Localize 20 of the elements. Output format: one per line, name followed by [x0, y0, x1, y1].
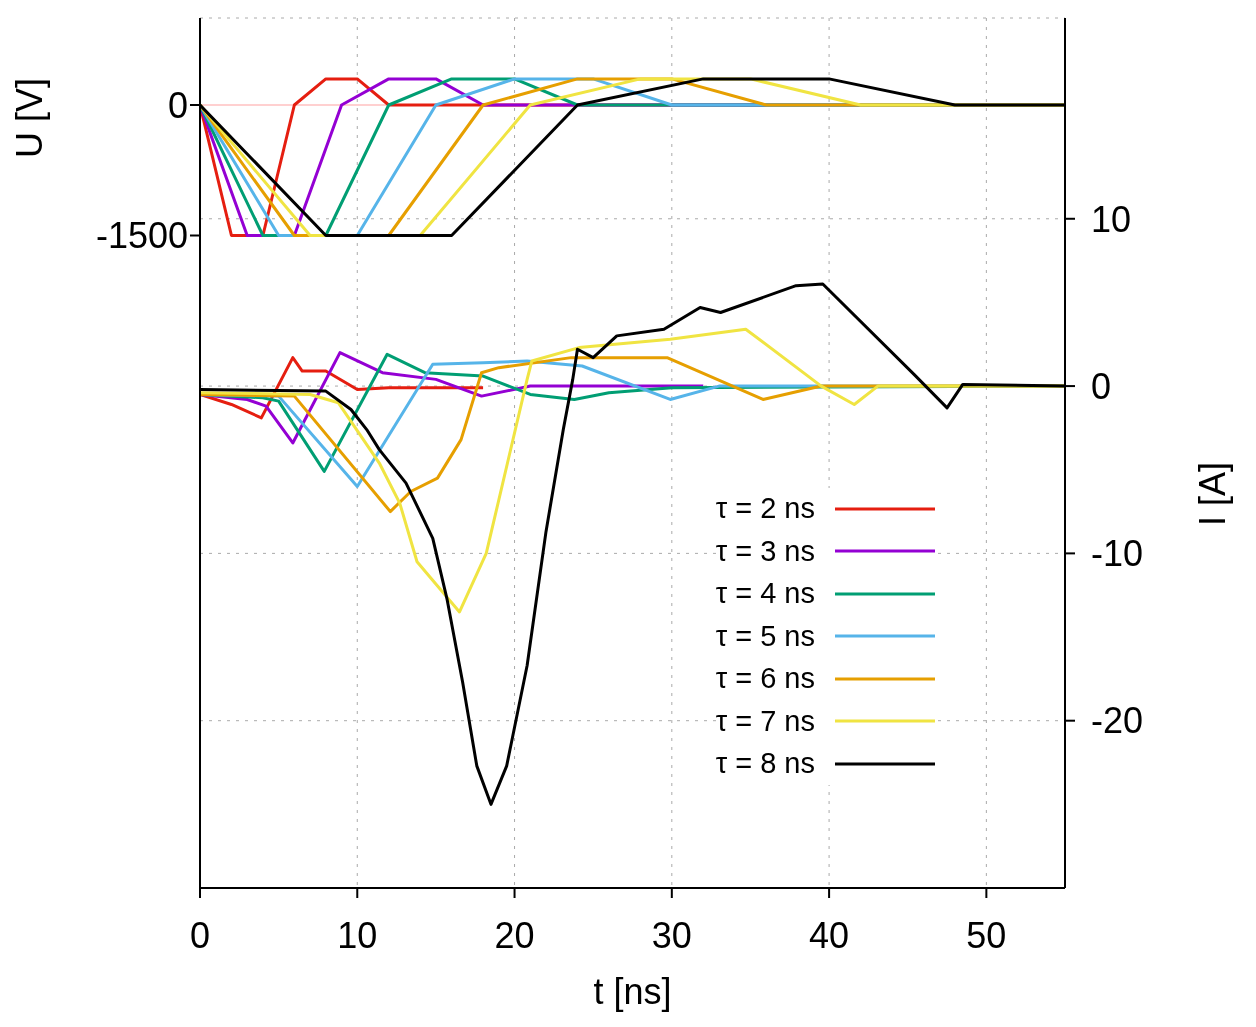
x-tick-label: 10: [337, 914, 378, 956]
legend-label: τ = 5 ns: [715, 619, 815, 653]
x-axis-title: t [ns]: [593, 971, 672, 1012]
x-tick-label: 50: [966, 914, 1007, 956]
y2-axis-title: I [A]: [1192, 461, 1233, 527]
legend-label: τ = 2 ns: [715, 492, 815, 526]
legend-label: τ = 7 ns: [715, 704, 815, 738]
y2-tick-label: -10: [1091, 533, 1144, 575]
y2-tick-label: 0: [1091, 365, 1112, 407]
y2-tick-label: -20: [1091, 700, 1144, 742]
legend-label: τ = 3 ns: [715, 534, 815, 568]
y-axis-title: U [V]: [9, 77, 50, 159]
x-tick-label: 20: [494, 914, 535, 956]
legend-label: τ = 8 ns: [715, 747, 815, 781]
y2-tick-label: 10: [1091, 198, 1132, 240]
x-tick-label: 30: [651, 914, 692, 956]
legend-label: τ = 6 ns: [715, 662, 815, 696]
x-tick-label: 40: [809, 914, 850, 956]
y-tick-label: -1500: [95, 215, 188, 257]
legend-label: τ = 4 ns: [715, 577, 815, 611]
